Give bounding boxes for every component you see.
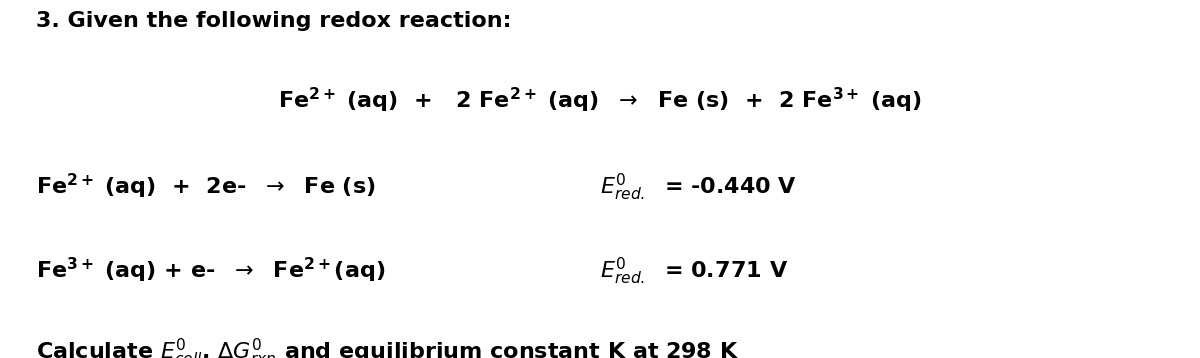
Text: 3. Given the following redox reaction:: 3. Given the following redox reaction: — [36, 11, 511, 31]
Text: $E^{0}_{red.}$  = -0.440 V: $E^{0}_{red.}$ = -0.440 V — [600, 172, 797, 203]
Text: Fe$^{\mathbf{2+}}$ (aq)  +   2 Fe$^{\mathbf{2+}}$ (aq)  $\rightarrow$  Fe (s)  +: Fe$^{\mathbf{2+}}$ (aq) + 2 Fe$^{\mathbf… — [278, 86, 922, 115]
Text: Fe$^{\mathbf{3+}}$ (aq) + e-  $\rightarrow$  Fe$^{\mathbf{2+}}$(aq): Fe$^{\mathbf{3+}}$ (aq) + e- $\rightarro… — [36, 256, 385, 285]
Text: Fe$^{\mathbf{2+}}$ (aq)  +  2e-  $\rightarrow$  Fe (s): Fe$^{\mathbf{2+}}$ (aq) + 2e- $\rightarr… — [36, 172, 376, 201]
Text: Calculate $E^{0}_{cell}$, $\Delta G^{0}_{rxn}$ and equilibrium constant K at 298: Calculate $E^{0}_{cell}$, $\Delta G^{0}_… — [36, 337, 739, 358]
Text: $E^{0}_{red.}$  = 0.771 V: $E^{0}_{red.}$ = 0.771 V — [600, 256, 788, 287]
